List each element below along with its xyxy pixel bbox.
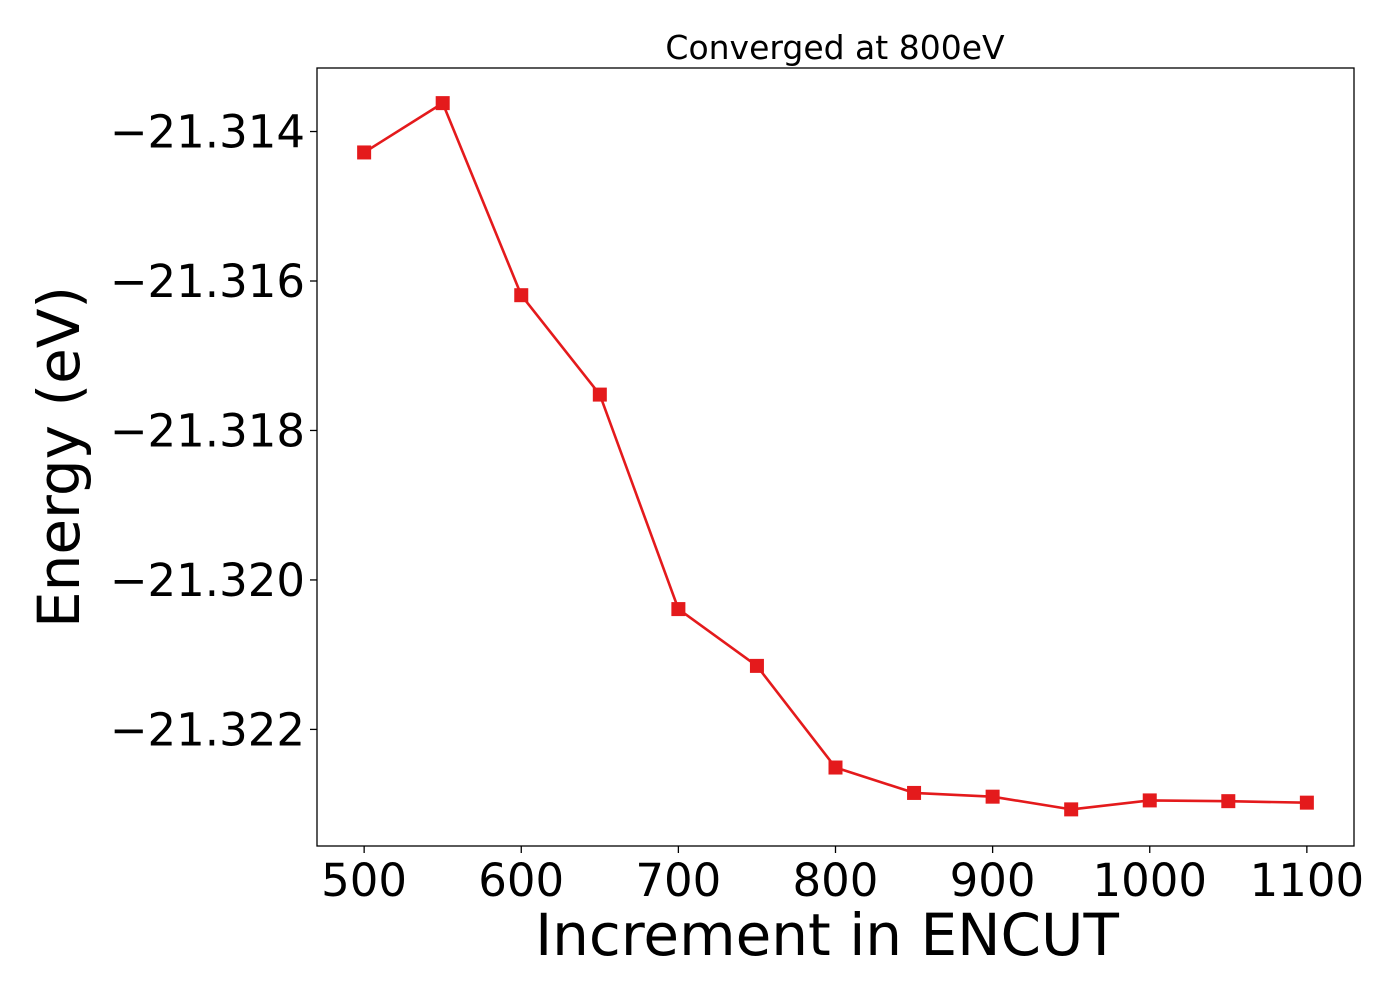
data-point-marker	[985, 789, 1000, 804]
x-tick-label: 1100	[1250, 854, 1365, 907]
x-tick-label: 900	[950, 854, 1036, 907]
y-tick-label: −21.320	[110, 554, 305, 607]
data-point-marker	[671, 602, 686, 617]
data-point-marker	[357, 145, 372, 160]
x-tick-label: 800	[793, 854, 879, 907]
data-point-marker	[514, 288, 529, 303]
x-tick-label: 600	[478, 854, 564, 907]
y-tick-label: −21.318	[110, 404, 305, 457]
x-axis-label: Increment in ENCUT	[535, 901, 1119, 969]
data-point-marker	[1064, 802, 1079, 817]
data-point-marker	[907, 785, 922, 800]
y-tick-label: −21.322	[110, 703, 305, 756]
series-line	[363, 101, 1307, 811]
plot-frame	[316, 67, 1355, 847]
x-tick-label: 500	[321, 854, 407, 907]
data-point-marker	[1221, 794, 1236, 809]
x-tick-label: 700	[635, 854, 721, 907]
data-point-marker	[828, 760, 843, 775]
data-point-marker	[1142, 793, 1157, 808]
y-tick-label: −21.314	[110, 106, 305, 159]
data-point-marker	[1299, 795, 1314, 810]
y-tick-label: −21.316	[110, 255, 305, 308]
x-tick-label: 1000	[1092, 854, 1207, 907]
data-point-marker	[749, 658, 764, 673]
data-point-marker	[592, 387, 607, 402]
y-axis-label: Energy (eV)	[25, 286, 93, 628]
chart-title: Converged at 800eV	[665, 28, 1005, 67]
data-point-marker	[435, 96, 450, 111]
